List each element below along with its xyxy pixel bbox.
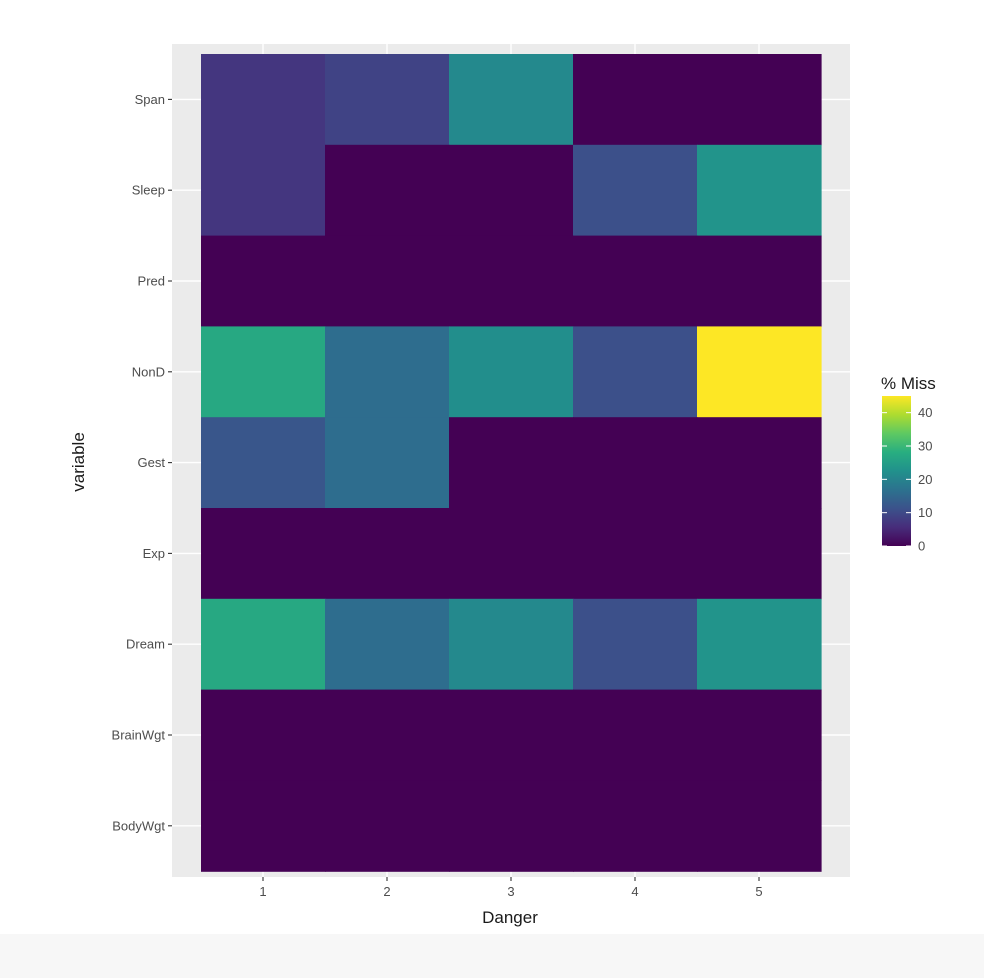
heatmap-cell-BrainWgt-5 (697, 689, 822, 781)
y-tick-label: Pred (138, 274, 165, 289)
x-tick-label: 5 (755, 884, 762, 899)
heatmap-cell-Gest-4 (573, 417, 698, 509)
y-tick-label: Sleep (132, 183, 165, 198)
heatmap-chart: Span Sleep Pred NonD Gest Exp Dream BrainWgt Bod… (69, 44, 936, 927)
legend-tick-label: 40 (918, 405, 932, 420)
legend-tick-label: 20 (918, 472, 932, 487)
heatmap-cell-BrainWgt-3 (449, 689, 574, 781)
x-tick-label: 2 (383, 884, 390, 899)
heatmap-cell-Sleep-3 (449, 144, 574, 237)
heatmap-cell-Gest-2 (325, 417, 450, 509)
y-axis-title: variable (69, 432, 88, 492)
heatmap-cell-NonD-4 (573, 326, 698, 418)
heatmap-cell-Sleep-5 (697, 144, 822, 237)
heatmap-cell-BrainWgt-4 (573, 689, 698, 781)
legend: % Miss 0 10 20 30 40 (881, 374, 936, 554)
y-tick-label: Gest (138, 455, 166, 470)
heatmap-cell-Dream-2 (325, 598, 450, 691)
heatmap-cell-Span-2 (325, 54, 450, 146)
heatmap-cell-Dream-5 (697, 598, 822, 691)
y-axis: Span Sleep Pred NonD Gest Exp Dream BrainWgt Bod… (112, 92, 172, 833)
y-tick-label: BrainWgt (112, 728, 166, 743)
y-tick-label: Exp (143, 546, 165, 561)
heatmap-cell-Exp-2 (325, 508, 450, 600)
legend-tick-label: 0 (918, 539, 925, 554)
x-axis: 1 2 3 4 5 (259, 877, 763, 899)
heatmap-cell-Exp-4 (573, 508, 698, 600)
x-tick-label: 3 (507, 884, 514, 899)
heatmap-cell-Exp-3 (449, 508, 574, 600)
heatmap-cell-BrainWgt-1 (201, 689, 326, 781)
legend-tick-label: 10 (918, 505, 932, 520)
y-tick-label: Span (135, 92, 165, 107)
x-tick-label: 1 (259, 884, 266, 899)
heatmap-cell-Dream-4 (573, 598, 698, 691)
bottom-strip (0, 934, 984, 978)
heatmap-cell-Pred-5 (697, 235, 822, 327)
y-tick-label: NonD (132, 364, 165, 379)
heatmap-cell-Gest-3 (449, 417, 574, 509)
heatmap-cell-Pred-3 (449, 235, 574, 327)
legend-ticks: 0 10 20 30 40 (882, 405, 932, 554)
heatmap-cell-Pred-1 (201, 235, 326, 327)
heatmap-cell-NonD-2 (325, 326, 450, 418)
heatmap-cell-Gest-1 (201, 417, 326, 509)
heatmap-cell-Span-5 (697, 54, 822, 146)
heatmap-cell-Pred-4 (573, 235, 698, 327)
heatmap-cell-BodyWgt-5 (697, 780, 822, 872)
heatmap-cell-Exp-1 (201, 508, 326, 600)
y-tick-label: BodyWgt (112, 818, 165, 833)
heatmap-cell-BodyWgt-3 (449, 780, 574, 872)
heatmap-cell-Pred-2 (325, 235, 450, 327)
heatmap-cells (201, 54, 822, 872)
legend-title: % Miss (881, 374, 936, 393)
heatmap-cell-Span-1 (201, 54, 326, 146)
heatmap-cell-Gest-5 (697, 417, 822, 509)
legend-colorbar (882, 396, 911, 546)
heatmap-cell-Span-3 (449, 54, 574, 146)
heatmap-cell-NonD-1 (201, 326, 326, 418)
heatmap-cell-BodyWgt-2 (325, 780, 450, 872)
heatmap-cell-NonD-3 (449, 326, 574, 418)
heatmap-cell-BrainWgt-2 (325, 689, 450, 781)
heatmap-cell-BodyWgt-4 (573, 780, 698, 872)
x-tick-label: 4 (631, 884, 638, 899)
heatmap-cell-NonD-5 (697, 326, 822, 418)
heatmap-cell-Sleep-1 (201, 144, 326, 237)
heatmap-cell-Sleep-4 (573, 144, 698, 237)
x-axis-title: Danger (482, 908, 538, 927)
heatmap-cell-BodyWgt-1 (201, 780, 326, 872)
legend-tick-label: 30 (918, 439, 932, 454)
heatmap-cell-Exp-5 (697, 508, 822, 600)
heatmap-cell-Dream-1 (201, 598, 326, 691)
heatmap-cell-Dream-3 (449, 598, 574, 691)
heatmap-cell-Sleep-2 (325, 144, 450, 237)
y-tick-label: Dream (126, 637, 165, 652)
heatmap-cell-Span-4 (573, 54, 698, 146)
